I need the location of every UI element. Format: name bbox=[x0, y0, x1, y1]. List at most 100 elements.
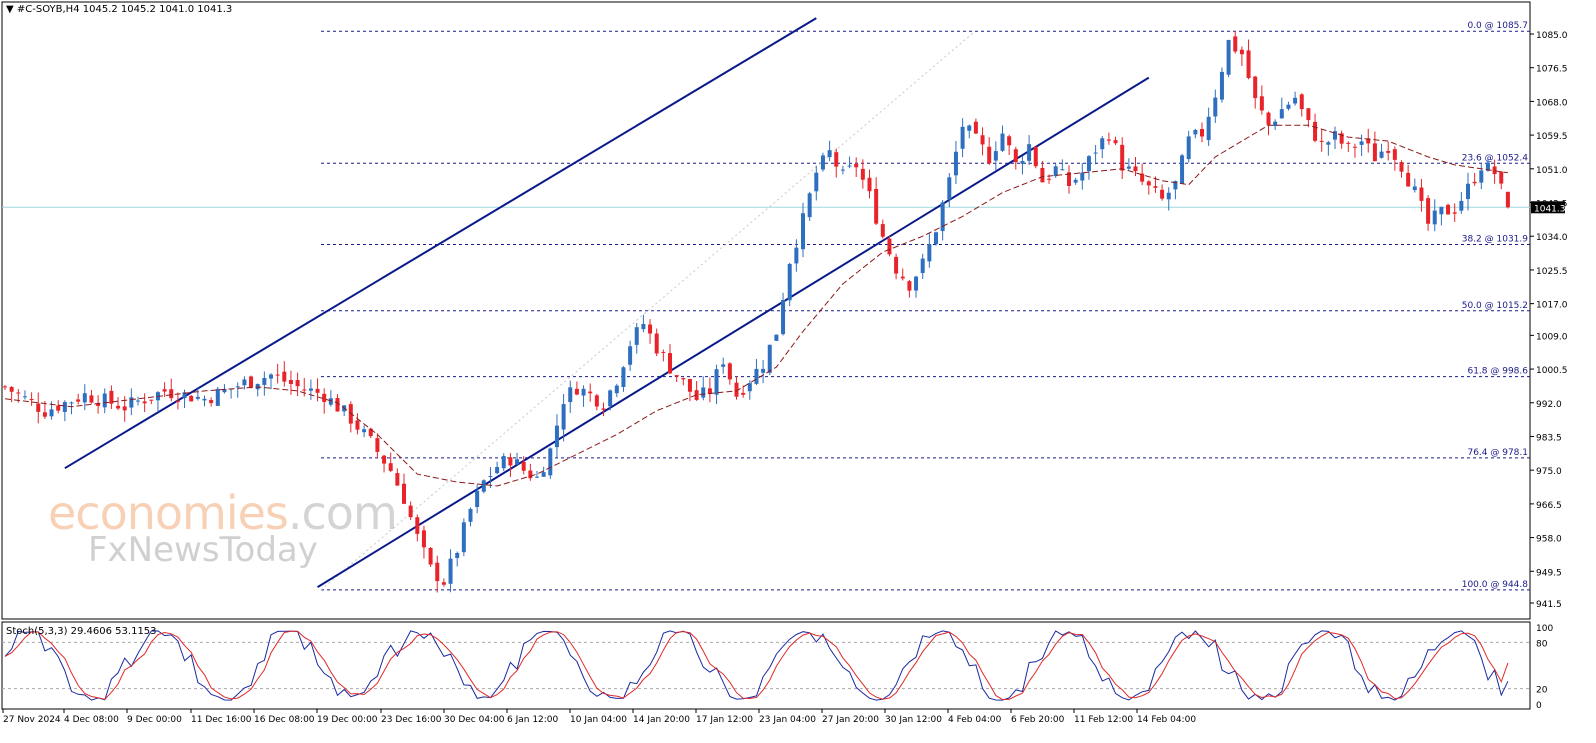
candle-body bbox=[448, 558, 453, 584]
candle-body bbox=[927, 244, 932, 262]
candle-body bbox=[362, 429, 367, 433]
candle-body bbox=[934, 232, 938, 245]
candle-body bbox=[1073, 179, 1078, 183]
candle-body bbox=[1479, 170, 1484, 183]
channel-trendlines[interactable] bbox=[64, 17, 1150, 588]
x-tick-label: 11 Feb 12:00 bbox=[1074, 715, 1133, 725]
candle-body bbox=[1279, 109, 1284, 119]
candle-body bbox=[1180, 155, 1185, 184]
candle-body bbox=[461, 522, 466, 553]
candle-body bbox=[1446, 204, 1451, 215]
x-tick-label: 23 Jan 04:00 bbox=[759, 715, 816, 725]
candle-body bbox=[701, 387, 706, 398]
candle-body bbox=[1000, 133, 1005, 151]
candle-body bbox=[322, 393, 327, 402]
candle-body bbox=[1120, 144, 1125, 171]
x-tick-label: 14 Jan 20:00 bbox=[633, 715, 690, 725]
candle-body bbox=[368, 428, 373, 437]
candle-body bbox=[96, 403, 101, 406]
candle-body bbox=[747, 383, 752, 392]
y-tick-label: 1000.5 bbox=[1536, 366, 1568, 376]
candle-body bbox=[355, 420, 360, 430]
candle-body bbox=[1246, 50, 1251, 78]
y-tick-label: 1034.0 bbox=[1536, 233, 1568, 243]
candle-body bbox=[1273, 121, 1278, 127]
candle-body bbox=[907, 281, 912, 291]
x-tick-label: 30 Dec 04:00 bbox=[444, 715, 505, 725]
candle-body bbox=[202, 398, 207, 401]
candle-body bbox=[721, 364, 726, 367]
fib-label: 76.4 @ 978.1 bbox=[1467, 448, 1528, 458]
watermark-suffix: .com bbox=[287, 486, 398, 540]
candle-body bbox=[1439, 206, 1444, 215]
candle-body bbox=[867, 177, 872, 192]
y-tick-label: 1059.5 bbox=[1536, 132, 1568, 142]
y-tick-label: 966.5 bbox=[1536, 501, 1562, 511]
candle-body bbox=[242, 379, 247, 386]
candle-body bbox=[920, 258, 925, 274]
x-tick-label: 4 Dec 08:00 bbox=[64, 715, 119, 725]
candle-body bbox=[275, 374, 280, 376]
candle-body bbox=[1160, 189, 1165, 199]
candle-body bbox=[940, 202, 945, 232]
y-tick-label: 1085.0 bbox=[1536, 31, 1568, 41]
candle-body bbox=[1007, 136, 1012, 146]
candle-body bbox=[382, 455, 387, 464]
candle-body bbox=[1333, 131, 1337, 140]
x-tick-label: 9 Dec 00:00 bbox=[127, 715, 182, 725]
stoch-tick-label: 80 bbox=[1536, 639, 1548, 649]
candle-body bbox=[787, 263, 792, 301]
candle-body bbox=[1293, 97, 1298, 104]
candle-body bbox=[807, 193, 812, 218]
candle-body bbox=[49, 409, 54, 417]
candle-body bbox=[222, 388, 227, 393]
x-tick-label: 11 Dec 16:00 bbox=[191, 715, 252, 725]
y-tick-label: 1051.0 bbox=[1536, 166, 1568, 176]
candle-body bbox=[1492, 166, 1497, 175]
candle-body bbox=[1286, 104, 1291, 109]
candle-body bbox=[288, 380, 293, 384]
candle-body bbox=[1392, 149, 1397, 160]
candle-body bbox=[887, 238, 892, 255]
candle-body bbox=[235, 386, 240, 388]
watermark-economies: economies.com bbox=[48, 486, 398, 540]
candle-body bbox=[1213, 97, 1218, 117]
candle-body bbox=[109, 390, 114, 404]
watermark-fxnewstoday: FxNewsToday bbox=[88, 530, 318, 570]
candle-body bbox=[594, 395, 599, 407]
candle-body bbox=[1067, 172, 1071, 186]
y-tick-label: 975.0 bbox=[1536, 467, 1562, 477]
candle-body bbox=[548, 448, 553, 476]
candle-body bbox=[315, 388, 320, 393]
candle-body bbox=[781, 300, 786, 335]
candle-body bbox=[122, 406, 127, 411]
candle-body bbox=[767, 344, 772, 373]
candle-body bbox=[987, 146, 992, 164]
candle-body bbox=[375, 438, 380, 452]
x-tick-label: 6 Feb 20:00 bbox=[1011, 715, 1065, 725]
stoch-main-line bbox=[4, 630, 1509, 701]
candle-body bbox=[794, 247, 799, 264]
candle-body bbox=[9, 387, 14, 392]
candle-body bbox=[468, 508, 473, 522]
candle-body bbox=[501, 456, 506, 469]
x-tick-label: 6 Jan 12:00 bbox=[507, 715, 559, 725]
fib-label: 61.8 @ 998.6 bbox=[1467, 367, 1528, 377]
candle-body bbox=[136, 400, 140, 402]
candle-body bbox=[1426, 198, 1431, 224]
candle-body bbox=[1386, 150, 1391, 153]
candle-body bbox=[129, 397, 134, 408]
candle-body bbox=[541, 472, 546, 477]
candle-body bbox=[195, 396, 200, 399]
stoch-signal-line bbox=[4, 630, 1509, 701]
candle-body bbox=[1113, 140, 1118, 144]
candle-body bbox=[628, 346, 633, 365]
candle-body bbox=[175, 400, 180, 402]
triangle-down-icon[interactable]: ▼ bbox=[6, 4, 14, 15]
candle-body bbox=[335, 398, 340, 412]
fib-anchor-line bbox=[320, 30, 976, 591]
candle-body bbox=[528, 470, 533, 479]
candle-body bbox=[847, 165, 852, 167]
candle-body bbox=[402, 483, 406, 504]
